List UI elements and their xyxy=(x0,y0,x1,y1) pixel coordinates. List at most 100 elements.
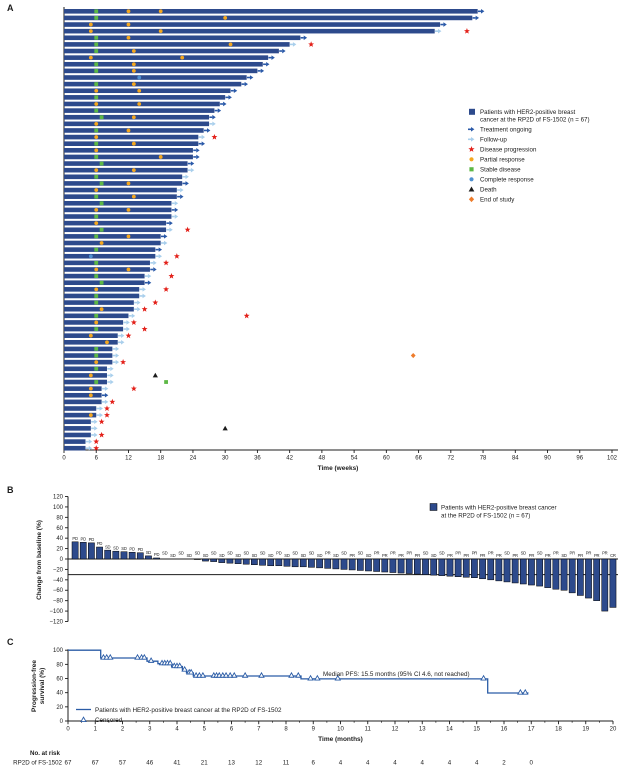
swimmer-x-tick-label: 42 xyxy=(286,456,293,462)
swimmer-bar xyxy=(64,167,188,173)
waterfall-y-tick-label: −120 xyxy=(49,619,63,625)
marker-disease-progression xyxy=(93,445,100,451)
legend-navy-square-icon xyxy=(469,108,475,115)
swimmer-bar xyxy=(64,267,150,272)
waterfall-bar-label: PR xyxy=(447,553,453,558)
km-x-tick-label: 9 xyxy=(312,727,316,733)
legend-item-label: Treatment ongoing xyxy=(480,127,532,134)
waterfall-bar-label: PR xyxy=(480,553,486,558)
waterfall-bar-label: PD xyxy=(276,550,282,555)
waterfall-legend-label: at the RP2D of FS-1502 (n = 67) xyxy=(441,512,530,519)
waterfall-bar xyxy=(275,558,283,567)
swimmer-bar xyxy=(64,426,91,431)
waterfall-bar-label: SD xyxy=(244,550,250,555)
treatment-ongoing-arrow xyxy=(282,48,286,54)
waterfall-bar-label: SD xyxy=(113,545,119,550)
swimmer-bar xyxy=(64,181,183,186)
waterfall-bar-label: PR xyxy=(553,550,559,555)
marker-sd xyxy=(94,260,99,265)
marker-sd xyxy=(94,62,99,67)
swimmer-x-tick-label: 6 xyxy=(95,456,99,462)
marker-sd xyxy=(94,366,99,371)
treatment-ongoing-arrow xyxy=(212,114,216,120)
waterfall-y-tick-label: 80 xyxy=(56,515,63,521)
at-risk-value: 11 xyxy=(283,760,290,767)
marker-sd xyxy=(94,68,99,73)
waterfall-bar-label: SD xyxy=(521,550,527,555)
swimmer-x-tick-label: 90 xyxy=(544,456,551,462)
marker-sd xyxy=(99,201,104,206)
swimmer-bar xyxy=(64,445,86,451)
marker-death xyxy=(468,186,475,192)
waterfall-bar xyxy=(218,558,226,563)
waterfall-bar-label: SD xyxy=(431,553,437,558)
at-risk-value: 6 xyxy=(312,760,316,767)
marker-partial-response xyxy=(131,82,136,87)
follow-up-arrow xyxy=(115,353,120,358)
at-risk-value: 4 xyxy=(339,760,343,767)
waterfall-y-tick-label: −100 xyxy=(49,609,63,615)
waterfall-bar-label: PR xyxy=(569,550,575,555)
marker-disease-progression xyxy=(141,325,148,332)
waterfall-bar xyxy=(528,558,535,586)
km-censor-mark xyxy=(187,668,195,675)
km-x-tick-label: 10 xyxy=(337,727,344,733)
waterfall-bar-label: PR xyxy=(415,553,421,558)
treatment-ongoing-arrow xyxy=(271,55,275,60)
swimmer-x-tick-label: 66 xyxy=(415,456,422,462)
waterfall-bar-label: CR xyxy=(610,553,616,558)
waterfall-bar xyxy=(283,558,291,567)
swimmer-x-tick-label: 12 xyxy=(125,456,132,462)
km-legend-censored-icon xyxy=(80,716,87,723)
swimmer-bar xyxy=(64,128,204,133)
swimmer-bar xyxy=(64,392,102,398)
follow-up-arrow xyxy=(94,426,98,431)
marker-partial-response xyxy=(126,234,131,239)
waterfall-bar-label: SD xyxy=(301,553,307,558)
treatment-ongoing-arrow xyxy=(475,15,480,21)
waterfall-y-tick-label: 0 xyxy=(60,557,64,563)
waterfall-bar-label: SD xyxy=(292,550,298,555)
follow-up-arrow xyxy=(169,227,173,233)
marker-partial-response xyxy=(88,333,93,338)
swimmer-bar xyxy=(64,326,124,332)
marker-sd xyxy=(94,9,99,14)
waterfall-bar xyxy=(299,558,307,568)
marker-sd xyxy=(94,16,99,20)
marker-partial-response xyxy=(126,35,131,40)
marker-sd xyxy=(94,327,99,331)
waterfall-bar xyxy=(340,558,348,570)
km-y-tick-label: 40 xyxy=(56,691,63,697)
km-censor-mark xyxy=(288,671,295,678)
waterfall-bar xyxy=(226,558,234,564)
marker-partial-response xyxy=(126,208,131,212)
swimmer-x-tick-label: 48 xyxy=(319,456,326,462)
marker-partial-response xyxy=(126,22,131,27)
swimmer-bar xyxy=(64,154,193,160)
follow-up-arrow xyxy=(88,439,93,444)
swimmer-bar xyxy=(64,121,210,127)
treatment-ongoing-arrow xyxy=(303,35,308,41)
km-survival-curve xyxy=(68,649,529,694)
waterfall-bar xyxy=(112,550,120,560)
marker-partial-response xyxy=(88,55,93,60)
waterfall-bar xyxy=(242,558,250,565)
marker-sd xyxy=(94,313,99,318)
swimmer-bar xyxy=(64,108,215,113)
treatment-ongoing-arrow xyxy=(217,108,222,113)
waterfall-bar xyxy=(389,558,397,573)
marker-disease-progression xyxy=(130,385,137,392)
waterfall-bar xyxy=(153,557,160,560)
swimmer-bar xyxy=(64,373,107,378)
waterfall-bar-label: PD xyxy=(138,547,144,552)
follow-up-arrow xyxy=(121,340,125,345)
swimmer-bar xyxy=(64,75,247,80)
marker-disease-progression xyxy=(168,273,175,279)
waterfall-y-tick-label: −40 xyxy=(53,578,64,584)
waterfall-bar-label: PR xyxy=(488,550,494,555)
treatment-ongoing-arrow xyxy=(443,22,447,27)
waterfall-bar xyxy=(202,558,209,562)
waterfall-bar-label: PR xyxy=(390,550,396,555)
waterfall-bar-label: PR xyxy=(325,550,331,555)
marker-partial-response xyxy=(88,393,93,398)
